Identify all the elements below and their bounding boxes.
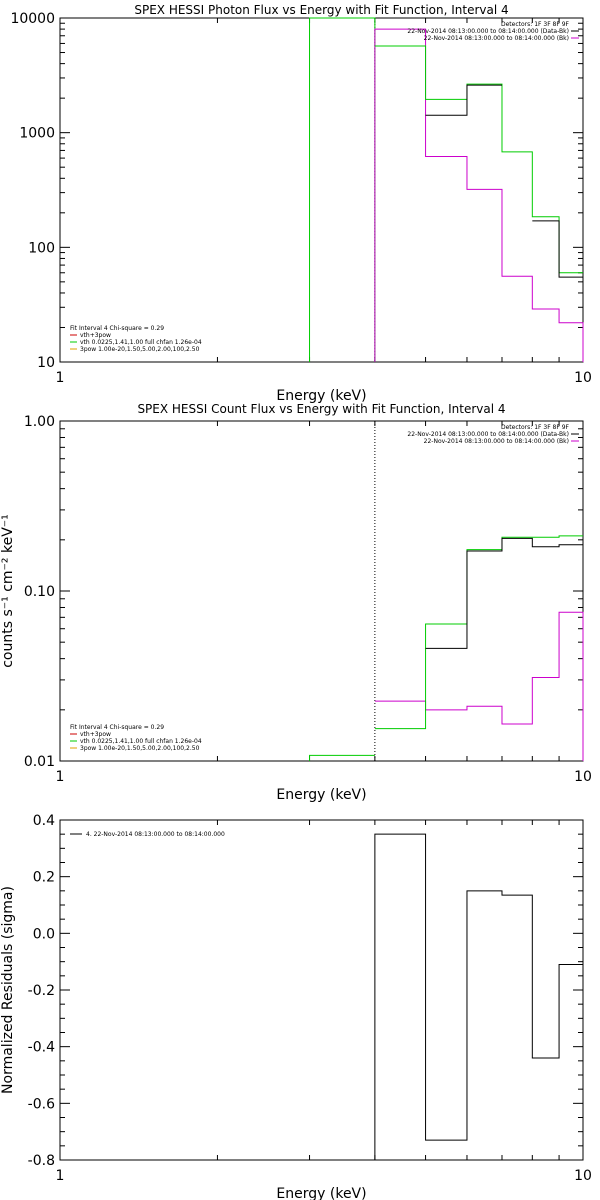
y-tick-label: -0.4 <box>28 1040 55 1056</box>
y-axis-ticks <box>60 428 583 762</box>
y-tick-label: -0.8 <box>28 1153 55 1169</box>
legend-left-entry: Fit Interval 4 Chi-square = 0.29 <box>70 724 164 731</box>
legend-right-entry: 22-Nov-2014 08:13:00.000 to 08:14:00.000… <box>424 438 569 445</box>
y-tick-label: 100 <box>28 240 55 256</box>
series-line-magenta <box>374 611 584 761</box>
series-line-black <box>532 220 583 278</box>
series-line-green <box>374 45 583 274</box>
y-axis-label: counts s⁻¹ cm⁻² keV⁻¹ <box>0 514 16 668</box>
y-tick-label: 0.4 <box>33 813 55 829</box>
y-tick-label: 1.00 <box>24 414 55 430</box>
legend-left-entry: vth 0.0225,1.41,1.00 full chfan 1.26e-04 <box>80 738 202 745</box>
x-tick-label: 10 <box>574 1168 592 1184</box>
y-tick-label: 0.2 <box>33 870 55 886</box>
legend-right-entry: 22-Nov-2014 08:13:00.000 to 08:14:00.000… <box>407 431 569 438</box>
x-axis-ticks <box>59 820 584 1160</box>
series-green <box>374 535 583 730</box>
y-tick-label: 10 <box>37 355 55 371</box>
legend-left-entry: vth+3pow <box>80 332 111 339</box>
x-axis-ticks <box>59 18 584 362</box>
y-axis-ticks <box>60 819 583 1161</box>
series-line-black <box>425 537 583 649</box>
chart-title: SPEX HESSI Photon Flux vs Energy with Fi… <box>134 3 508 17</box>
series-line-green <box>374 535 583 730</box>
legend-left-entry: vth+3pow <box>80 731 111 738</box>
legend-right-entry: Detectors: 1F 3F 8F 9F <box>501 424 570 431</box>
y-axis-label: Normalized Residuals (sigma) <box>0 886 16 1094</box>
legend-left-entry: Fit Interval 4 Chi-square = 0.29 <box>70 325 164 332</box>
x-tick-label: 1 <box>56 370 65 386</box>
y-tick-label: 0.10 <box>24 584 55 600</box>
x-tick-label: 1 <box>56 1168 65 1184</box>
green-step-left <box>309 754 375 761</box>
legend-left-entry: 3pow 1.00e-20,1.50,5.00,2.00,100,2.50 <box>80 346 200 353</box>
series-magenta <box>374 28 584 362</box>
series-line-magenta <box>374 28 584 362</box>
series-magenta <box>374 611 584 761</box>
plot-frame <box>59 819 584 1161</box>
legend-right-entry: Detectors: 1F 3F 8F 9F <box>501 21 570 28</box>
x-tick-label: 10 <box>574 769 592 785</box>
series-line-black <box>374 833 583 1160</box>
legend-right-entry: 22-Nov-2014 08:13:00.000 to 08:14:00.000… <box>424 35 569 42</box>
y-tick-label: 1000 <box>19 126 55 142</box>
series-line-black <box>425 84 502 116</box>
legend-right-entry: 22-Nov-2014 08:13:00.000 to 08:14:00.000… <box>407 28 569 35</box>
x-axis-label: Energy (keV) <box>276 787 366 803</box>
x-axis-ticks <box>59 421 584 761</box>
series-black <box>425 537 583 649</box>
series-black <box>374 833 583 1160</box>
x-tick-label: 1 <box>56 769 65 785</box>
y-tick-label: -0.6 <box>28 1096 55 1112</box>
y-tick-label: -0.2 <box>28 983 55 999</box>
x-axis-label: Energy (keV) <box>276 1186 366 1200</box>
y-tick-label: 0.01 <box>24 754 55 770</box>
series-green <box>374 45 583 274</box>
y-tick-label: 10000 <box>10 11 55 27</box>
legend-left-entry: 4. 22-Nov-2014 08:13:00.000 to 08:14:00.… <box>86 831 225 838</box>
x-axis-label: Energy (keV) <box>276 388 366 404</box>
series-black <box>425 84 583 278</box>
legend-left-entry: 3pow 1.00e-20,1.50,5.00,2.00,100,2.50 <box>80 745 200 752</box>
chart-panel-3: 1 10 Energy (keV) -0.8 -0.6 -0.4 -0.2 0.0 0.2 0.4… <box>0 813 592 1200</box>
x-tick-label: 10 <box>574 370 592 386</box>
chart-panel-1: SPEX HESSI Photon Flux vs Energy with Fi… <box>10 3 591 404</box>
plot-frame <box>59 420 584 762</box>
y-tick-label: 0.0 <box>33 926 55 942</box>
chart-panel-2: SPEX HESSI Count Flux vs Energy with Fit… <box>0 402 592 803</box>
legend-left-entry: vth 0.0225,1.41,1.00 full chfan 1.26e-04 <box>80 339 202 346</box>
green-spike-line <box>309 17 376 362</box>
plot-frame <box>59 17 584 363</box>
y-axis-ticks <box>60 22 583 363</box>
chart-title: SPEX HESSI Count Flux vs Energy with Fit… <box>137 402 505 416</box>
